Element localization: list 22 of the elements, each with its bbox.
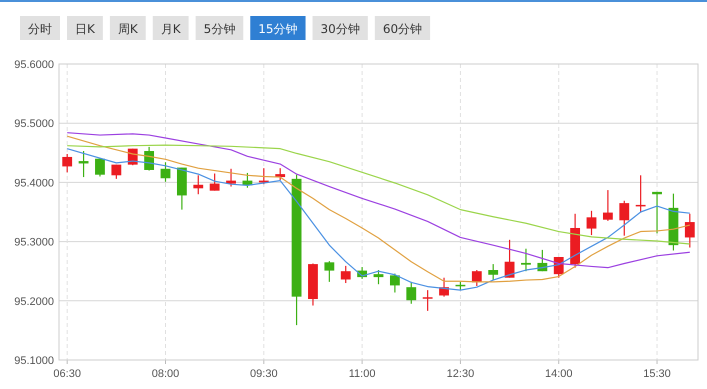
y-tick-label: 95.1000: [14, 355, 54, 367]
y-tick-label: 95.3000: [14, 236, 54, 249]
x-tick-label: 14:00: [544, 368, 572, 380]
x-tick-label: 09:30: [250, 368, 278, 380]
button: 分时: [20, 16, 60, 40]
button: 5分钟: [196, 16, 244, 40]
x-tick-label: 06:30: [53, 368, 81, 380]
y-tick-label: 95.4000: [14, 177, 54, 190]
button: 15分钟: [250, 16, 306, 40]
y-tick-label: 95.5000: [14, 118, 54, 130]
button: 30分钟: [312, 16, 368, 40]
button: 月K: [152, 16, 189, 40]
y-tick-label: 95.6000: [14, 59, 54, 71]
x-tick-label: 15:30: [643, 368, 671, 380]
y-tick-label: 95.2000: [14, 296, 54, 308]
x-tick-label: 11:00: [348, 368, 376, 380]
line-series: [66, 144, 690, 245]
button: 日K: [67, 16, 103, 40]
button: 周K: [110, 16, 146, 40]
button: 60分钟: [374, 16, 430, 40]
x-tick-label: 12:30: [446, 368, 474, 380]
x-tick-label: 08:00: [152, 368, 180, 380]
